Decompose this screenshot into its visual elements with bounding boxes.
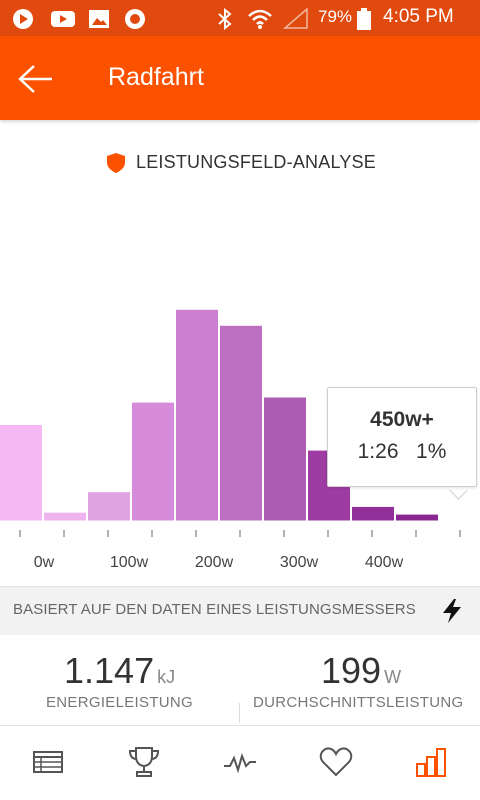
avg-power-value: 199 bbox=[321, 650, 382, 691]
trophy-icon bbox=[128, 747, 160, 777]
section-header: LEISTUNGSFELD-ANALYSE bbox=[0, 148, 480, 178]
nav-power[interactable] bbox=[384, 740, 480, 788]
energy-label: ENERGIELEISTUNG bbox=[46, 694, 194, 711]
stats-divider bbox=[239, 703, 240, 723]
axis-tick-label: 200w bbox=[195, 554, 234, 571]
tooltip-title: 450w+ bbox=[370, 408, 434, 431]
record-icon bbox=[125, 9, 145, 29]
axis-tick-label: 400w bbox=[365, 554, 404, 571]
avg-power-label: DURCHSCHNITTSLEISTUNG bbox=[253, 694, 464, 711]
histogram-bar[interactable] bbox=[264, 397, 306, 521]
histogram-bar[interactable] bbox=[44, 512, 86, 521]
energy-value: 1.147 bbox=[64, 650, 155, 691]
energy-unit: kJ bbox=[157, 667, 176, 687]
app-bar: Radfahrt bbox=[0, 36, 480, 120]
shield-icon bbox=[107, 153, 125, 173]
bar-chart-icon bbox=[416, 748, 446, 777]
signal-icon bbox=[283, 8, 308, 29]
chart-tooltip: 450w+ 1:26 1% bbox=[327, 387, 477, 487]
section-title: LEISTUNGSFELD-ANALYSE bbox=[136, 152, 376, 172]
histogram-bar[interactable] bbox=[88, 492, 130, 521]
lightning-bolt-icon bbox=[443, 599, 461, 623]
histogram-bar[interactable] bbox=[220, 325, 262, 521]
info-text: BASIERT AUF DEN DATEN EINES LEISTUNGSMES… bbox=[13, 601, 416, 618]
battery-icon bbox=[357, 8, 371, 30]
histogram-bar[interactable] bbox=[176, 309, 218, 521]
nav-analysis[interactable] bbox=[192, 740, 288, 788]
nav-divider bbox=[0, 725, 480, 726]
heart-icon bbox=[319, 747, 353, 777]
avg-power-value-block: 199 W bbox=[321, 650, 401, 692]
histogram-bar[interactable] bbox=[0, 425, 42, 521]
play-icon bbox=[13, 9, 33, 29]
arrow-left-icon bbox=[18, 65, 52, 93]
axis-tick-label: 300w bbox=[280, 554, 319, 571]
page-title: Radfahrt bbox=[108, 63, 204, 91]
back-button[interactable] bbox=[18, 64, 54, 94]
avg-power-unit: W bbox=[384, 667, 402, 687]
activity-graph-icon bbox=[224, 752, 256, 774]
nav-overview[interactable] bbox=[0, 740, 96, 788]
clock: 4:05 PM bbox=[383, 6, 454, 27]
axis-tick-label: 0w bbox=[34, 554, 55, 571]
youtube-icon bbox=[51, 11, 75, 27]
tooltip-values: 1:26 1% bbox=[328, 440, 476, 464]
list-icon bbox=[33, 751, 63, 773]
nav-achievements[interactable] bbox=[96, 740, 192, 788]
battery-percent: 79% bbox=[318, 7, 353, 26]
bluetooth-icon bbox=[218, 8, 232, 30]
histogram-bar[interactable] bbox=[132, 402, 174, 521]
status-bar: 79% 4:05 PM bbox=[0, 0, 480, 36]
tooltip-percent: 1% bbox=[416, 440, 447, 463]
axis-tick-label: 100w bbox=[110, 554, 149, 571]
gallery-icon bbox=[89, 10, 109, 28]
energy-value-block: 1.147 kJ bbox=[64, 650, 175, 692]
histogram-bar[interactable] bbox=[396, 514, 438, 521]
wifi-icon bbox=[248, 9, 272, 29]
nav-heart-rate[interactable] bbox=[288, 740, 384, 788]
histogram-bar[interactable] bbox=[352, 506, 394, 521]
tooltip-time: 1:26 bbox=[357, 440, 399, 463]
power-meter-info-bar: BASIERT AUF DEN DATEN EINES LEISTUNGSMES… bbox=[0, 586, 480, 635]
